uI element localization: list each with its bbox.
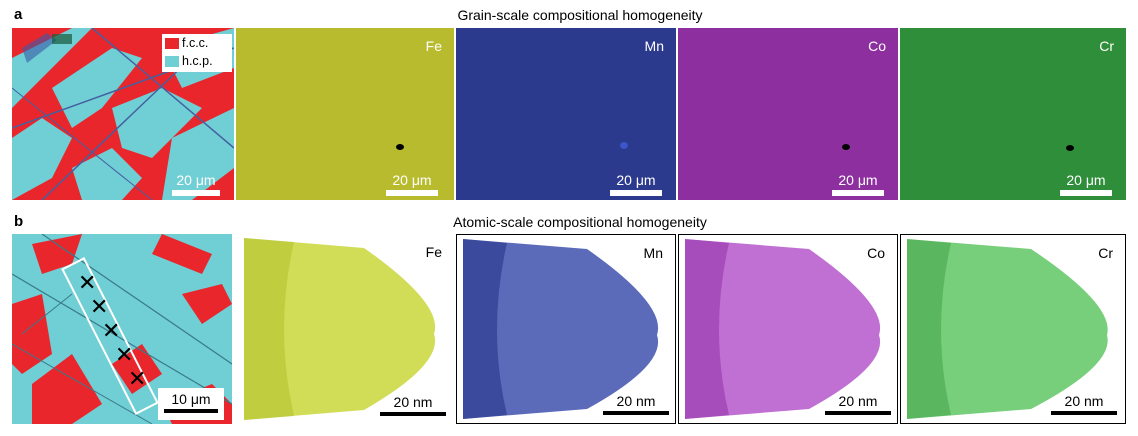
scale-label: 20 μm <box>616 172 656 188</box>
apt-tip-shape-fe <box>244 238 436 420</box>
panel-a-title: Grain-scale compositional homogeneity <box>457 7 703 23</box>
eds-map-cr: Cr 20 μm <box>900 28 1126 200</box>
pore-dot <box>396 144 404 150</box>
scale-bar-line <box>1060 190 1112 196</box>
scale-bar-ebsd-a: 20 μm <box>172 172 220 196</box>
pore-dot <box>1066 145 1074 151</box>
element-label-co: Co <box>868 38 886 54</box>
apt-tip-co: Co 20 nm <box>678 234 898 424</box>
apt-tip-shape-co <box>685 239 881 419</box>
scale-bar-line <box>825 411 891 415</box>
phase-legend: f.c.c. h.c.p. <box>162 34 232 72</box>
element-label-cr-tip: Cr <box>1098 245 1113 261</box>
element-label-co-tip: Co <box>867 245 885 261</box>
apt-tip-cr: Cr 20 nm <box>900 234 1126 424</box>
element-label-mn: Mn <box>644 38 664 54</box>
scale-label: 20 μm <box>838 172 878 188</box>
scale-bar-line <box>172 190 220 196</box>
hcp-swatch <box>165 55 179 67</box>
scale-label: 20 nm <box>838 393 878 409</box>
apt-tip-mn: Mn 20 nm <box>456 234 676 424</box>
element-label-fe: Fe <box>425 38 442 54</box>
element-label-mn-tip: Mn <box>643 245 663 261</box>
scale-bar-co: 20 μm <box>832 172 884 196</box>
pore-dot <box>620 142 628 149</box>
scale-label: 20 nm <box>1064 393 1104 409</box>
scale-bar-fe-tip: 20 nm <box>380 394 446 416</box>
scale-bar-line <box>610 190 662 196</box>
scale-label: 20 μm <box>1066 172 1106 188</box>
scale-label: 20 μm <box>176 172 216 188</box>
scale-label: 20 nm <box>616 393 656 409</box>
panel-a-label: a <box>14 6 23 23</box>
legend-label-fcc: f.c.c. <box>182 36 209 50</box>
scale-bar-line <box>832 190 884 196</box>
scale-bar-line <box>1051 411 1117 415</box>
apt-tip-fe: Fe 20 nm <box>234 234 454 424</box>
panel-b-label: b <box>14 213 24 230</box>
scale-bar-mn-tip: 20 nm <box>603 393 669 415</box>
apt-site-marker-1: ✕ <box>78 270 97 295</box>
scale-bar-line <box>386 190 438 196</box>
element-label-cr: Cr <box>1099 38 1114 54</box>
apt-site-marker-5: ✕ <box>128 366 147 391</box>
scale-label: 20 μm <box>392 172 432 188</box>
apt-tip-shape-cr <box>907 239 1108 419</box>
apt-site-marker-4: ✕ <box>115 342 134 367</box>
eds-map-fe: Fe 20 μm <box>236 28 454 200</box>
ebsd-phase-map-b: ✕ ✕ ✕ ✕ ✕ 10 μm <box>12 234 232 424</box>
scale-bar-box: 10 μm <box>158 388 224 420</box>
ebsd-phase-map-a: f.c.c. h.c.p. 20 μm <box>12 28 234 200</box>
legend-item-fcc: f.c.c. <box>162 34 232 52</box>
fcc-swatch <box>165 37 179 49</box>
scale-bar-fe: 20 μm <box>386 172 438 196</box>
scale-bar-co-tip: 20 nm <box>825 393 891 415</box>
element-label-fe-tip: Fe <box>425 244 442 260</box>
scale-bar-cr-tip: 20 nm <box>1051 393 1117 415</box>
scale-label: 10 μm <box>171 391 211 407</box>
scale-bar-line <box>603 411 669 415</box>
scale-bar-line <box>380 412 446 416</box>
apt-site-marker-3: ✕ <box>102 318 121 343</box>
pore-dot <box>842 144 850 150</box>
legend-label-hcp: h.c.p. <box>182 54 213 68</box>
scale-bar-cr: 20 μm <box>1060 172 1112 196</box>
scale-bar-mn: 20 μm <box>610 172 662 196</box>
legend-item-hcp: h.c.p. <box>162 52 232 70</box>
apt-tip-shape-mn <box>463 239 659 419</box>
apt-site-marker-2: ✕ <box>90 294 109 319</box>
scale-bar-line <box>164 409 218 413</box>
panel-b-title: Atomic-scale compositional homogeneity <box>453 214 707 230</box>
apt-site-markers: ✕ ✕ ✕ ✕ ✕ <box>12 234 232 424</box>
eds-map-co: Co 20 μm <box>678 28 898 200</box>
scale-label: 20 nm <box>393 394 433 410</box>
eds-map-mn: Mn 20 μm <box>456 28 676 200</box>
